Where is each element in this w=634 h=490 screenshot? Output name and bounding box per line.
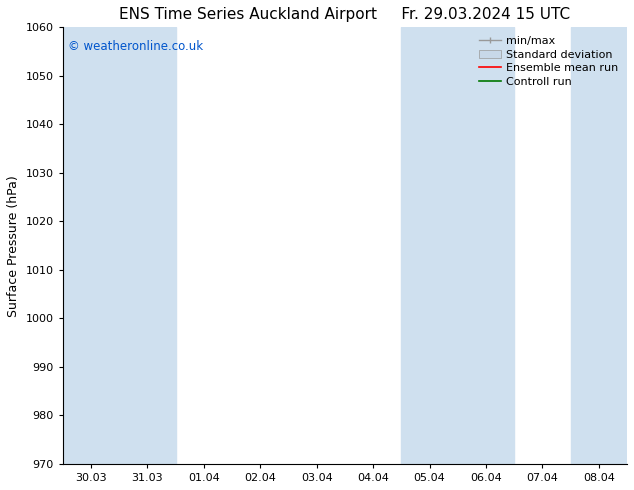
Bar	[63, 27, 119, 464]
Bar	[458, 27, 514, 464]
Text: © weatheronline.co.uk: © weatheronline.co.uk	[68, 40, 204, 53]
Y-axis label: Surface Pressure (hPa): Surface Pressure (hPa)	[7, 175, 20, 317]
Bar	[401, 27, 458, 464]
Legend: min/max, Standard deviation, Ensemble mean run, Controll run: min/max, Standard deviation, Ensemble me…	[476, 33, 621, 90]
Bar	[119, 27, 176, 464]
Title: ENS Time Series Auckland Airport     Fr. 29.03.2024 15 UTC: ENS Time Series Auckland Airport Fr. 29.…	[119, 7, 571, 22]
Bar	[571, 27, 627, 464]
